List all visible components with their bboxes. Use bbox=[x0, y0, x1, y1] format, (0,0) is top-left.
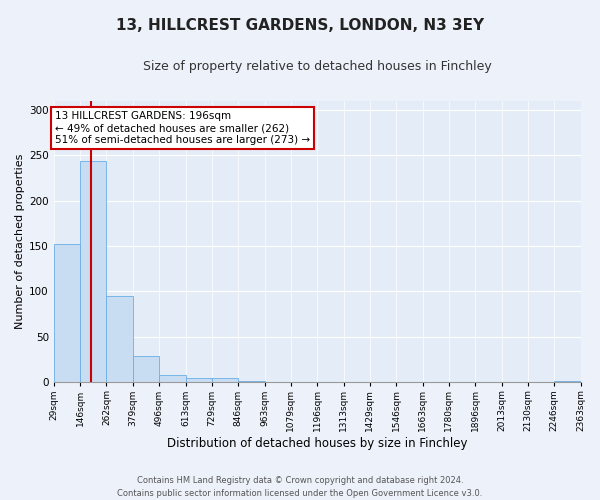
Bar bbox=[133, 356, 159, 382]
Bar bbox=[106, 296, 133, 382]
X-axis label: Distribution of detached houses by size in Finchley: Distribution of detached houses by size … bbox=[167, 437, 467, 450]
Bar bbox=[80, 162, 106, 382]
Title: Size of property relative to detached houses in Finchley: Size of property relative to detached ho… bbox=[143, 60, 491, 73]
Text: 13 HILLCREST GARDENS: 196sqm
← 49% of detached houses are smaller (262)
51% of s: 13 HILLCREST GARDENS: 196sqm ← 49% of de… bbox=[55, 112, 310, 144]
Y-axis label: Number of detached properties: Number of detached properties bbox=[15, 154, 25, 329]
Bar bbox=[185, 378, 212, 382]
Text: Contains HM Land Registry data © Crown copyright and database right 2024.
Contai: Contains HM Land Registry data © Crown c… bbox=[118, 476, 482, 498]
Text: 13, HILLCREST GARDENS, LONDON, N3 3EY: 13, HILLCREST GARDENS, LONDON, N3 3EY bbox=[116, 18, 484, 32]
Bar bbox=[54, 244, 80, 382]
Bar bbox=[159, 375, 185, 382]
Bar bbox=[212, 378, 238, 382]
